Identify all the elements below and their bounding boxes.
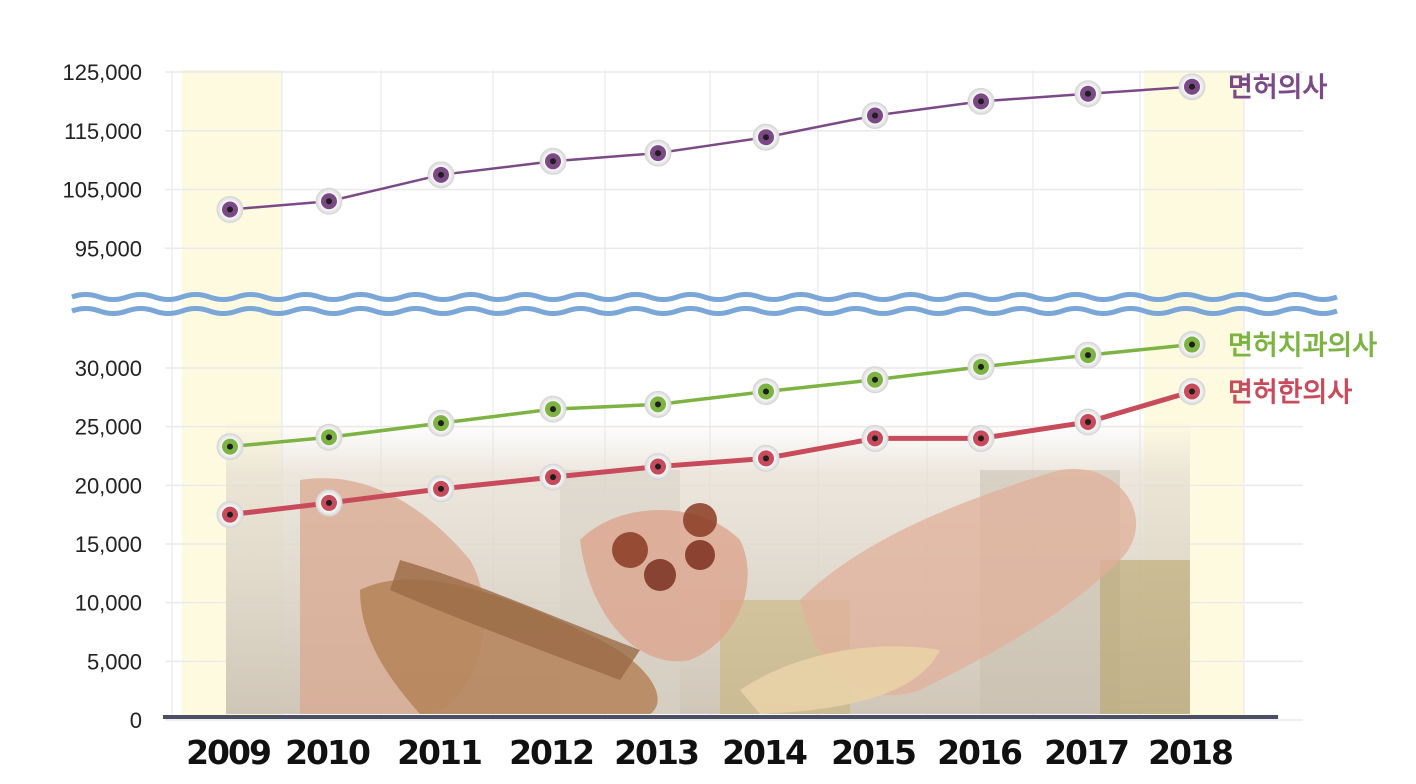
data-point [539,147,567,175]
series-line [229,389,1193,518]
data-point [315,187,343,215]
data-point [216,195,244,223]
data-point [967,353,995,381]
data-point [427,161,455,189]
y-tick-label: 10,000 [75,591,142,616]
series-label: 면허의사 [1228,73,1328,104]
data-point [861,424,889,452]
data-point [644,453,672,481]
series-label: 면허한의사 [1228,377,1352,408]
data-point [861,101,889,129]
data-point [216,433,244,461]
y-tick-label: 115,000 [64,119,142,144]
x-tick-label: 2010 [285,733,370,772]
axis-break-wave [71,292,1338,316]
data-point [1178,331,1206,359]
data-point [539,395,567,423]
data-point [1074,80,1102,108]
data-point [315,489,343,517]
y-tick-label: 15,000 [75,532,142,557]
data-point [1074,341,1102,369]
data-point [752,444,780,472]
data-point [216,501,244,529]
series-label: 면허치과의사 [1228,331,1377,362]
herbs-photo-background [226,420,1190,714]
y-tick-label: 5,000 [87,649,142,674]
x-tick-label: 2014 [722,733,807,772]
series-lines [229,85,1193,518]
series-markers [216,73,1206,529]
x-tick-label: 2017 [1044,733,1128,772]
data-point [539,463,567,491]
data-point [1178,377,1206,405]
data-point [315,423,343,451]
data-point [967,87,995,115]
data-point [752,377,780,405]
data-point [1178,73,1206,101]
x-tick-label: 2018 [1148,733,1232,772]
y-tick-label: 125,000 [62,60,142,85]
x-tick-label: 2009 [186,733,270,772]
data-point [427,475,455,503]
x-axis-tick-labels: 2009 2010 2011 2012 2013 2014 2015 2016 2017 2018 [186,733,1234,772]
x-tick-label: 2011 [397,733,481,772]
data-point [967,424,995,452]
data-point [644,139,672,167]
x-tick-label: 2012 [509,733,593,772]
y-tick-label: 30,000 [75,356,142,381]
data-point [861,366,889,394]
data-point [1074,408,1102,436]
x-tick-label: 2013 [614,733,698,772]
data-point [427,409,455,437]
x-tick-label: 2015 [831,733,915,772]
data-point [644,390,672,418]
x-tick-label: 2016 [937,733,1022,772]
y-tick-label: 0 [130,708,142,733]
y-tick-label: 20,000 [75,473,142,498]
y-tick-label: 25,000 [75,415,142,440]
y-axis-tick-labels: 95,000 105,000 115,000 125,000 0 5,000 10,000 1… [62,60,142,733]
y-tick-label: 95,000 [75,236,142,261]
data-point [752,123,780,151]
series-line [229,85,1193,211]
y-tick-label: 105,000 [62,178,142,203]
series-line [229,342,1193,449]
